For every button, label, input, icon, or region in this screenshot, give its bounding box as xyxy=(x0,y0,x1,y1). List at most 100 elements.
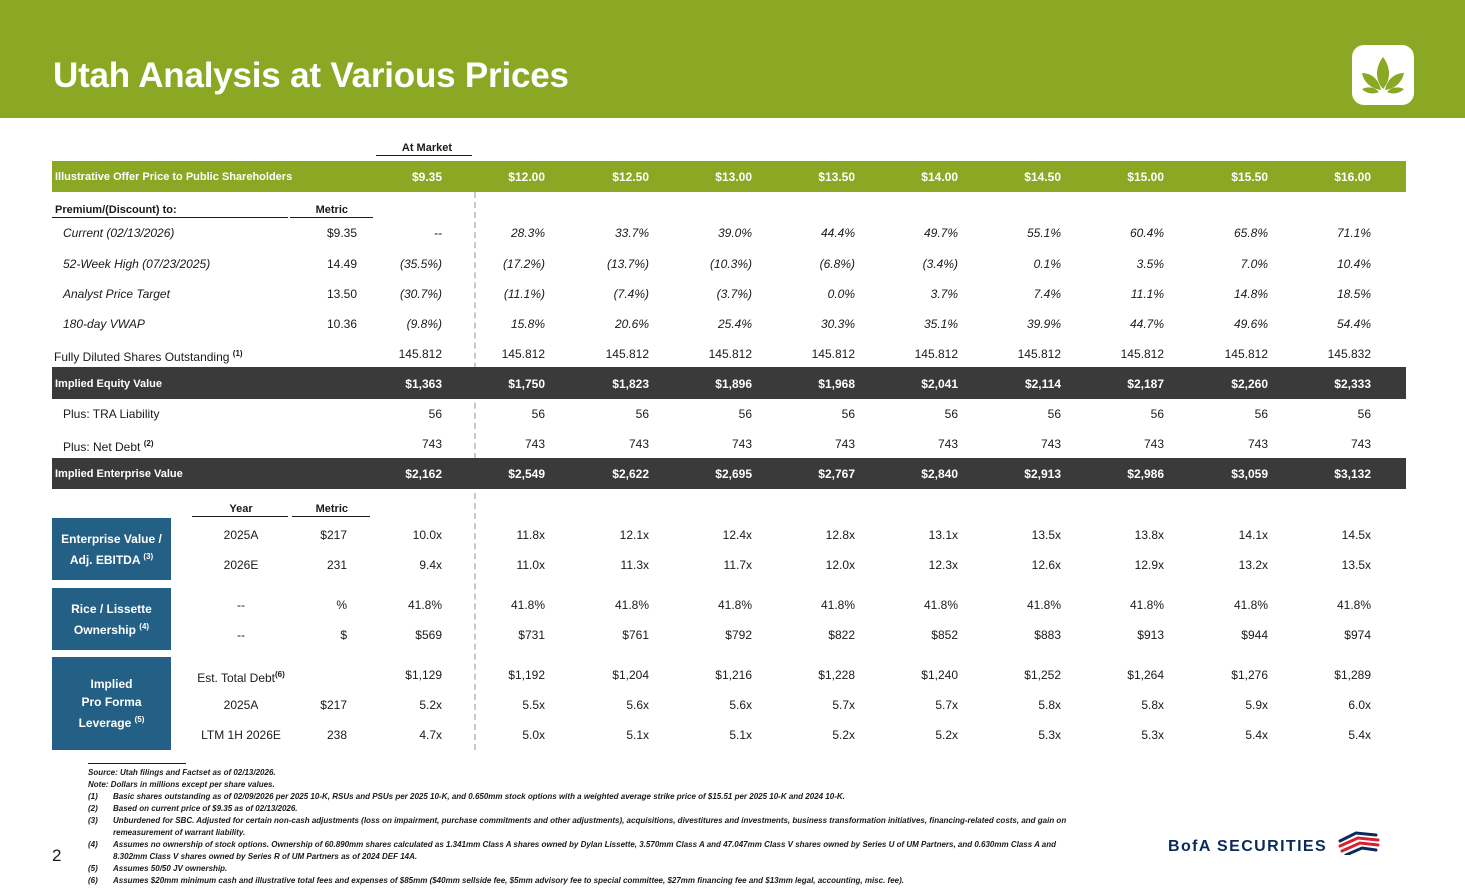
footnote-source: Source: Utah filings and Factset as of 0… xyxy=(88,768,276,777)
multiple-cell: 41.8% xyxy=(1336,598,1371,612)
premium-cell: (6.8%) xyxy=(819,257,855,271)
multiple-cell: $1,240 xyxy=(921,668,958,682)
offer-price-cell: $12.00 xyxy=(508,170,545,184)
premium-cell: 15.8% xyxy=(510,317,545,331)
multiple-cell: 13.5x xyxy=(1031,528,1061,542)
equity-value-cell: $1,896 xyxy=(715,377,752,391)
multiple-row-metric: $217 xyxy=(320,528,347,542)
multiple-cell: $569 xyxy=(415,628,442,642)
multiple-cell: 5.0x xyxy=(522,728,545,742)
tra-cell: 56 xyxy=(1357,407,1371,421)
net-debt-label: Plus: Net Debt (2) xyxy=(63,439,154,454)
premium-cell: (11.1%) xyxy=(503,287,545,301)
premium-cell: 7.4% xyxy=(1033,287,1061,301)
premium-cell: 3.5% xyxy=(1136,257,1164,271)
multiple-cell: 5.2x xyxy=(935,728,958,742)
premium-cell: 39.9% xyxy=(1026,317,1061,331)
net-debt-cell: 743 xyxy=(1247,437,1268,451)
year-header: Year xyxy=(229,503,253,515)
premium-cell: (17.2%) xyxy=(502,257,545,271)
premium-cell: 55.1% xyxy=(1026,226,1061,240)
premium-header-label: Premium/(Discount) to: xyxy=(55,204,177,216)
footnote-text: Assumes $20mm minimum cash and illustrat… xyxy=(113,876,904,885)
premium-cell: 65.8% xyxy=(1233,226,1268,240)
offer-price-cell: $12.50 xyxy=(612,170,649,184)
premium-row-label: Current (02/13/2026) xyxy=(63,226,175,240)
offer-price-cell: $16.00 xyxy=(1334,170,1371,184)
fd-shares-cell: 145.812 xyxy=(708,347,752,361)
multiple-cell: $761 xyxy=(622,628,649,642)
metric-header-underline xyxy=(290,217,373,218)
premium-header-underline xyxy=(52,217,288,218)
multiple-cell: 41.8% xyxy=(614,598,649,612)
multiple-cell: $913 xyxy=(1137,628,1164,642)
net-debt-cell: 743 xyxy=(628,437,649,451)
tra-cell: 56 xyxy=(635,407,649,421)
offer-price-band xyxy=(52,161,1406,192)
footnote-note: Note: Dollars in millions except per sha… xyxy=(88,780,275,789)
multiple-row-year: 2025A xyxy=(180,698,302,712)
premium-cell: 35.1% xyxy=(923,317,958,331)
fd-shares-cell: 145.812 xyxy=(605,347,649,361)
tra-label: Plus: TRA Liability xyxy=(63,407,160,421)
enterprise-value-cell: $2,840 xyxy=(921,467,958,481)
offer-price-cell: $13.00 xyxy=(715,170,752,184)
multiple-cell: $974 xyxy=(1344,628,1371,642)
multiple-row-year-text: -- xyxy=(237,628,245,642)
header-bar xyxy=(0,0,1465,118)
multiple-row-metric: % xyxy=(336,598,347,612)
footnote-text-continued: 8.302mm Class V shares owned by Series R… xyxy=(113,852,418,861)
footnote-ref: (6) xyxy=(275,670,285,679)
net-debt-cell: 743 xyxy=(1040,437,1061,451)
enterprise-value-cell: $2,986 xyxy=(1127,467,1164,481)
net-debt-cell: 743 xyxy=(937,437,958,451)
tra-cell: 56 xyxy=(428,407,442,421)
multiple-cell: 13.8x xyxy=(1134,528,1164,542)
enterprise-value-band xyxy=(52,458,1406,489)
offer-price-cell: $9.35 xyxy=(411,170,442,184)
multiple-row-year-text: 2026E xyxy=(223,558,259,572)
multiple-row-year: -- xyxy=(180,598,302,612)
tra-cell: 56 xyxy=(531,407,545,421)
multiple-cell: 13.1x xyxy=(928,528,958,542)
multiple-cell: $1,276 xyxy=(1231,668,1268,682)
premium-cell: 18.5% xyxy=(1336,287,1371,301)
multiple-row-year: Est. Total Debt(6) xyxy=(180,668,302,685)
footnote-text: Assumes 50/50 JV ownership. xyxy=(113,864,228,873)
multiple-row-year: -- xyxy=(180,628,302,642)
multiple-cell: 5.1x xyxy=(729,728,752,742)
multiple-cell: 41.8% xyxy=(717,598,752,612)
page-number: 2 xyxy=(52,846,62,865)
multiple-cell: 12.6x xyxy=(1031,558,1061,572)
premium-cell: (3.7%) xyxy=(716,287,752,301)
footnote-text-continued: remeasurement of warrant liability. xyxy=(113,828,246,837)
footnote-tag: (6) xyxy=(88,876,98,885)
multiple-cell: 11.7x xyxy=(723,558,752,572)
net-debt-cell: 743 xyxy=(1350,437,1371,451)
footnote-tag: (3) xyxy=(88,816,98,825)
multiple-cell: 10.0x xyxy=(412,528,442,542)
multiple-cell: $1,204 xyxy=(612,668,649,682)
equity-value-cell: $2,041 xyxy=(921,377,958,391)
equity-value-cell: $2,260 xyxy=(1231,377,1268,391)
premium-cell: (3.4%) xyxy=(922,257,958,271)
multiple-cell: 11.3x xyxy=(620,558,649,572)
premium-cell: 0.0% xyxy=(827,287,855,301)
fd-shares-cell: 145.812 xyxy=(914,347,958,361)
bofa-flag-icon xyxy=(1336,831,1380,860)
premium-row-label: 180-day VWAP xyxy=(63,317,145,331)
multiple-cell: 5.3x xyxy=(1038,728,1061,742)
equity-value-cell: $2,114 xyxy=(1024,377,1061,391)
premium-row-metric: 13.50 xyxy=(326,287,357,301)
multiple-cell: $1,289 xyxy=(1334,668,1371,682)
footnote-text: Basic shares outstanding as of 02/09/202… xyxy=(113,792,845,801)
premium-cell: 44.4% xyxy=(820,226,855,240)
multiple-cell: 12.0x xyxy=(825,558,855,572)
multiple-row-year-text: 2025A xyxy=(223,698,259,712)
equity-value-label: Implied Equity Value xyxy=(55,378,162,390)
multiple-cell: 13.5x xyxy=(1341,558,1371,572)
footnote-tag: (2) xyxy=(88,804,98,813)
premium-cell: 3.7% xyxy=(930,287,958,301)
footnote-tag: (5) xyxy=(88,864,98,873)
equity-value-cell: $1,363 xyxy=(405,377,442,391)
